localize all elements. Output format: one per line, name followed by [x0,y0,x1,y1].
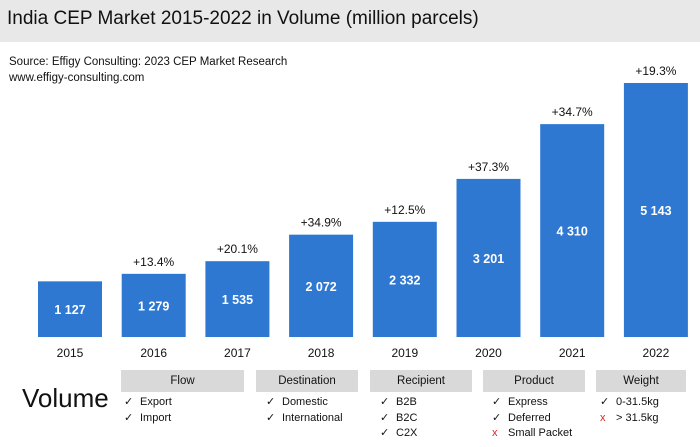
item-label: > 31.5kg [616,411,659,424]
category-items-product: ✓ Express ✓ Deferred x Small Packet [492,395,572,442]
category-items-weight: ✓ 0-31.5kg x > 31.5kg [600,395,659,426]
category-header-destination: Destination [256,370,358,392]
list-item: x > 31.5kg [600,411,659,427]
list-item: ✓ B2C [380,411,417,427]
check-icon: ✓ [266,411,276,424]
item-label: B2C [396,411,418,424]
x-tick-label: 2021 [559,346,586,360]
category-items-destination: ✓ Domestic ✓ International [266,395,343,426]
category-header-product: Product [483,370,585,392]
bar-value-label: 2 332 [389,273,420,287]
cross-icon: x [492,427,498,439]
bar-value-label: 4 310 [557,225,588,239]
list-item: x Small Packet [492,426,572,442]
bar-2020 [456,178,521,337]
bar-2019 [372,221,437,337]
check-icon: ✓ [124,396,134,408]
cross-icon: x [600,411,606,424]
category-items-flow: ✓ Export ✓ Import [124,395,172,426]
item-label: Domestic [282,396,328,408]
bar-2018 [289,234,354,337]
growth-label: +37.3% [468,160,509,174]
bar-value-label: 1 535 [222,293,253,307]
check-icon: ✓ [492,411,502,424]
item-label: B2B [396,396,417,408]
bar-2015 [38,281,102,337]
bar-value-label: 3 201 [473,252,504,266]
item-label: Deferred [508,411,551,424]
list-item: ✓ Express [492,395,572,411]
check-icon: ✓ [380,411,390,424]
source-url: www.effigy-consulting.com [9,72,145,84]
category-items-recipient: ✓ B2B ✓ B2C ✓ C2X [380,395,417,442]
growth-label: +13.4% [133,255,174,269]
x-tick-label: 2017 [224,346,251,360]
bar-2022 [623,82,688,337]
bar-value-label: 5 143 [640,204,671,218]
category-header-recipient: Recipient [370,370,472,392]
bar-2021 [540,124,605,338]
bar-value-label: 2 072 [305,280,336,294]
x-tick-label: 2020 [475,346,502,360]
volume-label: Volume [22,383,109,413]
x-tick-label: 2015 [57,346,84,360]
bar-value-label: 1 127 [54,303,85,317]
list-item: ✓ Deferred [492,411,572,427]
item-label: 0-31.5kg [616,396,659,408]
list-item: ✓ B2B [380,395,417,411]
list-item: ✓ C2X [380,426,417,442]
x-tick-label: 2018 [308,346,335,360]
check-icon: ✓ [492,396,502,408]
bar-2016 [121,273,186,337]
source-line: Source: Effigy Consulting: 2023 CEP Mark… [9,56,288,68]
x-tick-label: 2016 [140,346,167,360]
growth-label: +19.3% [635,64,676,78]
check-icon: ✓ [124,411,134,424]
check-icon: ✓ [600,396,610,408]
list-item: ✓ Export [124,395,172,411]
item-label: International [282,411,343,424]
chart-title: India CEP Market 2015-2022 in Volume (mi… [7,8,479,29]
item-label: C2X [396,427,418,439]
x-tick-label: 2019 [391,346,418,360]
list-item: ✓ Domestic [266,395,343,411]
list-item: ✓ 0-31.5kg [600,395,659,411]
check-icon: ✓ [266,396,276,408]
check-icon: ✓ [380,427,390,439]
category-header-weight: Weight [596,370,686,392]
title-bar: India CEP Market 2015-2022 in Volume (mi… [0,0,700,42]
category-header-flow: Flow [121,370,244,392]
list-item: ✓ Import [124,411,172,427]
list-item: ✓ International [266,411,343,427]
item-label: Export [140,396,172,408]
item-label: Express [508,396,548,408]
growth-label: +20.1% [217,242,258,256]
check-icon: ✓ [380,396,390,408]
growth-label: +34.7% [552,105,593,119]
growth-label: +34.9% [301,216,342,230]
bar-2017 [205,261,270,337]
item-label: Small Packet [508,427,573,439]
bar-chart: 1 127 2015 1 279 +13.4% 2016 1 535 +20.1% 2017 2… [38,64,688,360]
x-tick-label: 2022 [643,346,670,360]
source-note: Source: Effigy Consulting: 2023 CEP Mark… [9,54,287,86]
bar-value-label: 1 279 [138,299,169,313]
item-label: Import [140,411,172,424]
growth-label: +12.5% [384,203,425,217]
